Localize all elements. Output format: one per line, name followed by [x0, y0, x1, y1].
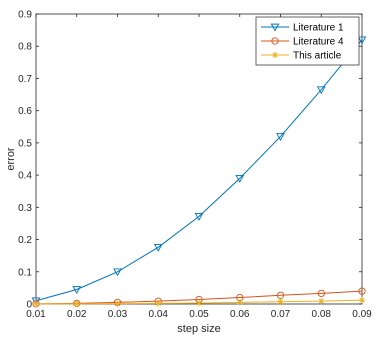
- series-line: [35, 39, 363, 302]
- legend-marker: [270, 23, 280, 32]
- series-2: [32, 296, 366, 308]
- y-tick-label: 0: [26, 300, 32, 311]
- legend-label: Literature 1: [293, 23, 344, 34]
- data-point: [236, 299, 243, 306]
- marker-stroke: [74, 301, 80, 307]
- x-tick-label: 0.06: [230, 309, 250, 320]
- y-tick-label: 0.4: [18, 171, 32, 182]
- data-point: [114, 300, 121, 307]
- data-point: [72, 286, 82, 295]
- data-point: [153, 243, 163, 252]
- y-axis: 0 0.1 0.2 0.3 0.4 0.5 0.6 0.7 0.8 0.9: [18, 10, 362, 311]
- series-0: [31, 36, 367, 306]
- x-tick-label: 0.04: [149, 309, 169, 320]
- data-point: [194, 213, 204, 221]
- marker-stroke: [359, 297, 365, 303]
- y-tick-label: 0.1: [18, 267, 32, 278]
- data-point: [73, 300, 80, 308]
- y-tick-label: 0.8: [18, 42, 32, 53]
- data-point: [316, 86, 326, 95]
- data-point: [317, 289, 325, 298]
- series-layer: [31, 36, 367, 308]
- y-axis-label: error: [5, 147, 17, 171]
- y-tick-label: 0.3: [18, 203, 32, 214]
- marker-stroke: [272, 52, 278, 58]
- marker-stroke: [196, 300, 202, 306]
- y-tick-label: 0.9: [18, 10, 32, 21]
- marker-stroke: [318, 298, 324, 304]
- data-point: [318, 297, 325, 305]
- x-tick-label: 0.03: [108, 309, 128, 320]
- y-tick-label: 0.7: [18, 74, 32, 85]
- data-point: [113, 268, 122, 277]
- data-point: [357, 36, 367, 45]
- data-point: [276, 133, 285, 141]
- data-point: [358, 296, 366, 304]
- legend-marker: [271, 51, 279, 59]
- y-tick-label: 0.6: [18, 106, 32, 117]
- x-tick-label: 0.02: [67, 309, 87, 320]
- marker-stroke: [237, 299, 243, 305]
- x-tick-label: 0.07: [271, 309, 291, 320]
- x-tick-label: 0.08: [312, 309, 332, 320]
- x-tick-label: 0.09: [352, 309, 372, 320]
- data-point: [358, 287, 366, 295]
- data-point: [195, 299, 203, 307]
- x-tick-label: 0.01: [26, 309, 46, 320]
- legend-label: This article: [293, 51, 342, 62]
- marker-stroke: [155, 300, 161, 306]
- legend-item: This article: [261, 51, 342, 62]
- marker-stroke: [277, 299, 284, 305]
- data-point: [276, 291, 285, 299]
- legend-item: Literature 4: [261, 37, 344, 48]
- data-point: [277, 298, 284, 305]
- data-point: [32, 300, 40, 308]
- marker-stroke: [33, 301, 39, 307]
- legend: Literature 1 Literature 4 This article: [255, 16, 360, 66]
- data-point: [155, 300, 162, 307]
- x-tick-label: 0.05: [189, 309, 209, 320]
- x-axis-label: step size: [177, 323, 220, 335]
- marker-stroke: [114, 301, 121, 307]
- y-tick-label: 0.5: [18, 138, 32, 149]
- legend-label: Literature 4: [293, 37, 344, 48]
- series-line: [35, 290, 363, 305]
- legend-item: Literature 1: [261, 23, 344, 34]
- y-tick-label: 0.2: [18, 235, 32, 246]
- legend-marker: [271, 37, 279, 45]
- data-point: [235, 175, 245, 183]
